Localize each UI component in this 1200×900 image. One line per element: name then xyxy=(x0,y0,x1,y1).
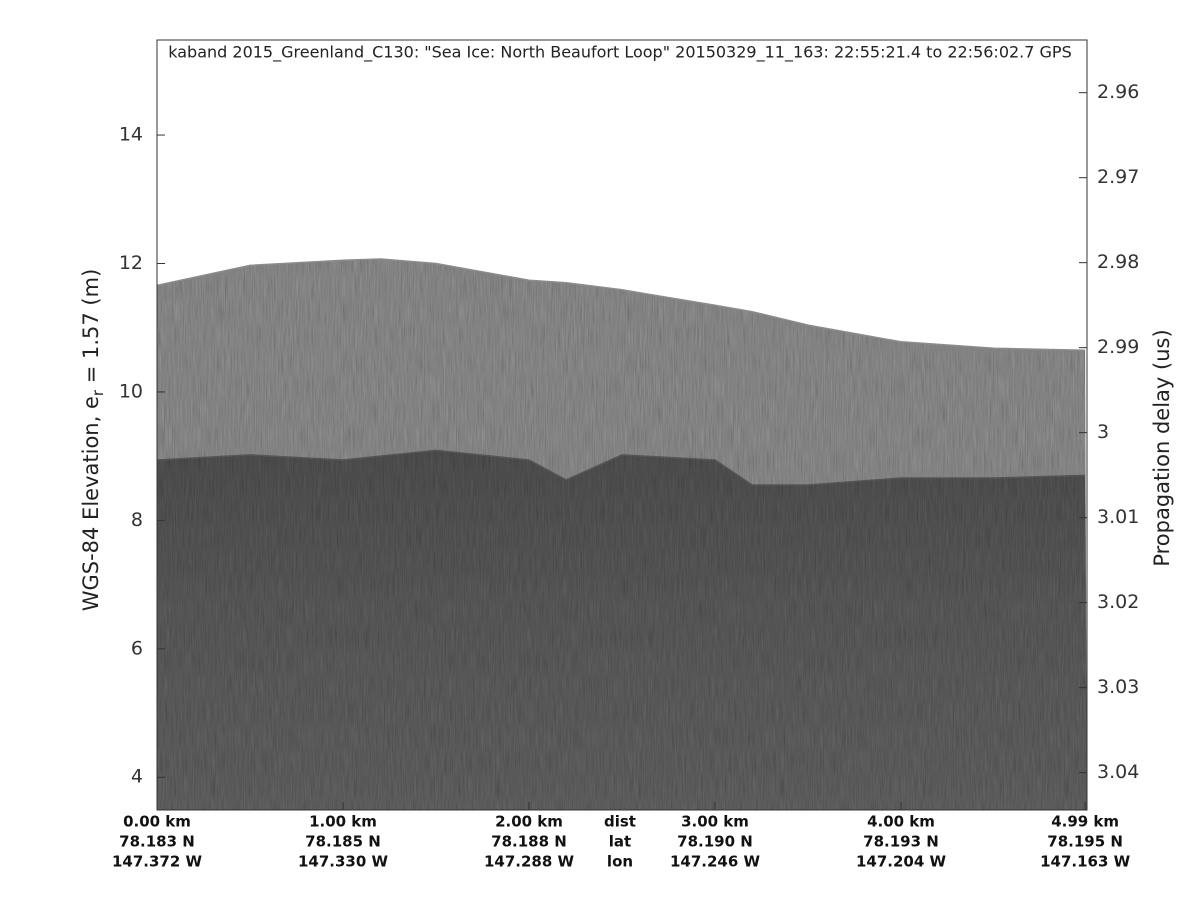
y-tick-label: 6 xyxy=(131,637,143,659)
x-tick-label: 4.00 km xyxy=(867,813,935,831)
x-tick-label: 3.00 km xyxy=(681,813,749,831)
x-tick-label: 1.00 km xyxy=(309,813,377,831)
x-tick-label: 4.99 km xyxy=(1051,813,1119,831)
y-label-text: WGS-84 Elevation, e xyxy=(79,396,103,611)
y2-tick-label: 3.02 xyxy=(1097,591,1139,613)
y2-tick-label: 3 xyxy=(1097,421,1109,443)
y2-tick-label: 3.01 xyxy=(1097,506,1139,528)
y-tick-label: 4 xyxy=(131,766,143,788)
lat-label: 78.190 N xyxy=(677,833,753,851)
lat-label: 78.193 N xyxy=(863,833,939,851)
y2-tick-label: 2.98 xyxy=(1097,251,1139,273)
lon-label: 147.288 W xyxy=(484,853,575,871)
echogram xyxy=(157,259,1087,810)
y-tick-label: 12 xyxy=(119,252,143,274)
row-label: lat xyxy=(609,833,631,851)
lat-label: 78.185 N xyxy=(305,833,381,851)
y-tick-label: 8 xyxy=(131,509,143,531)
lat-label: 78.183 N xyxy=(119,833,195,851)
lon-label: 147.246 W xyxy=(670,853,761,871)
deep-fill xyxy=(157,450,1087,810)
y2-tick-label: 3.04 xyxy=(1097,761,1139,783)
y-axis-label: WGS-84 Elevation, er = 1.57 (m) xyxy=(79,269,107,612)
y2-tick-label: 2.99 xyxy=(1097,336,1139,358)
lon-label: 147.330 W xyxy=(298,853,389,871)
lon-label: 147.204 W xyxy=(856,853,947,871)
y-label-sub: r xyxy=(89,389,107,396)
chart-title: kaband 2015_Greenland_C130: "Sea Ice: No… xyxy=(168,43,1071,63)
y2-tick-label: 2.96 xyxy=(1097,81,1139,103)
plot-area xyxy=(156,258,1087,810)
y2-axis-label: Propagation delay (us) xyxy=(1150,329,1174,566)
plot-frame xyxy=(156,39,1088,811)
lat-label: 78.195 N xyxy=(1047,833,1123,851)
y-tick-label: 14 xyxy=(119,124,143,146)
lon-label: 147.163 W xyxy=(1040,853,1131,871)
layer-line xyxy=(156,449,1086,486)
y2-tick-label: 3.03 xyxy=(1097,676,1139,698)
lon-label: 147.372 W xyxy=(112,853,203,871)
y-label-end: = 1.57 (m) xyxy=(79,269,103,390)
y2-tick-label: 2.97 xyxy=(1097,166,1139,188)
y-tick-label: 10 xyxy=(119,380,143,402)
row-label: lon xyxy=(607,853,633,871)
lat-label: 78.188 N xyxy=(491,833,567,851)
x-tick-label: 0.00 km xyxy=(123,813,191,831)
x-tick-label: 2.00 km xyxy=(495,813,563,831)
layer-line xyxy=(156,258,1086,351)
row-label: dist xyxy=(604,813,636,831)
